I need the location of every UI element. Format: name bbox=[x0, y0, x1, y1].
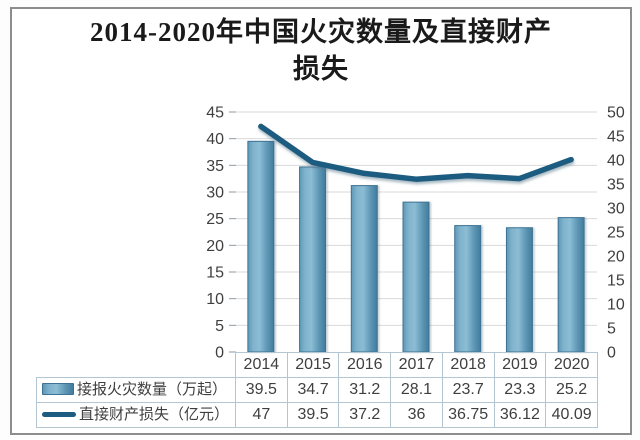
left-axis-tick-label: 0 bbox=[215, 345, 224, 362]
left-axis-tick-label: 10 bbox=[206, 291, 224, 308]
axis-ticks bbox=[229, 111, 236, 353]
bar-swatch-icon bbox=[42, 383, 74, 395]
legend-label: 接报火灾数量（万起） bbox=[77, 381, 228, 398]
table-year-header: 2014 bbox=[235, 352, 288, 378]
table-value-cell: 36.12 bbox=[493, 402, 547, 428]
bar-2019 bbox=[505, 227, 533, 353]
table-value-cell: 39.5 bbox=[235, 377, 288, 403]
bar-2016 bbox=[350, 185, 378, 353]
table-value-cell: 39.5 bbox=[286, 402, 340, 428]
right-axis-tick-label: 40 bbox=[607, 153, 625, 170]
right-axis-tick-label: 0 bbox=[607, 345, 616, 362]
table-year-header: 2015 bbox=[286, 352, 340, 378]
table-value-cell: 37.2 bbox=[338, 402, 392, 428]
line-swatch-icon bbox=[42, 412, 76, 417]
table-year-header: 2020 bbox=[545, 352, 598, 378]
bar-2018 bbox=[454, 225, 482, 353]
legend-cell-property-loss: 直接财产损失（亿元） bbox=[36, 402, 236, 428]
chart-data-table: 2014 2015 2016 2017 2018 2019 2020 接报火灾数量（万起） 39… bbox=[36, 352, 598, 428]
left-axis-tick-label: 35 bbox=[206, 158, 224, 175]
right-axis-tick-label: 5 bbox=[607, 321, 616, 338]
chart-title-line1: 2014-2020年中国火灾数量及直接财产 bbox=[90, 17, 552, 47]
table-value-cell: 34.7 bbox=[286, 377, 340, 403]
bar-2020 bbox=[557, 217, 585, 353]
table-year-header: 2018 bbox=[441, 352, 495, 378]
left-axis-labels: 0 5 10 15 20 25 30 35 40 45 bbox=[206, 105, 224, 362]
chart-title-line2: 损失 bbox=[293, 54, 349, 84]
line-series-property-loss bbox=[258, 123, 574, 182]
table-row: 接报火灾数量（万起） 39.5 34.7 31.2 28.1 23.7 23.3 25.2 bbox=[36, 377, 598, 403]
right-axis-tick-label: 10 bbox=[607, 297, 625, 314]
left-axis-tick-label: 20 bbox=[206, 238, 224, 255]
bar-2015 bbox=[299, 166, 327, 353]
table-value-cell: 31.2 bbox=[338, 377, 392, 403]
chart-title: 2014-2020年中国火灾数量及直接财产 损失 bbox=[10, 14, 632, 88]
left-axis-tick-label: 40 bbox=[206, 131, 224, 148]
right-axis-tick-label: 30 bbox=[607, 201, 625, 218]
legend-label: 直接财产损失（亿元） bbox=[79, 406, 230, 423]
table-value-cell: 40.09 bbox=[545, 402, 598, 428]
bar-2017 bbox=[402, 201, 430, 353]
table-header-row: 2014 2015 2016 2017 2018 2019 2020 bbox=[37, 352, 598, 378]
table-value-cell: 28.1 bbox=[390, 377, 443, 403]
table-year-header: 2019 bbox=[493, 352, 547, 378]
right-axis-tick-label: 20 bbox=[607, 249, 625, 266]
right-axis-labels: 0 5 10 15 20 25 30 35 40 45 50 bbox=[607, 105, 625, 362]
left-axis-tick-label: 5 bbox=[215, 318, 224, 335]
table-value-cell: 47 bbox=[235, 402, 288, 428]
table-year-header: 2017 bbox=[390, 352, 443, 378]
left-axis-tick-label: 30 bbox=[206, 185, 224, 202]
table-value-cell: 23.3 bbox=[493, 377, 547, 403]
left-axis-tick-label: 25 bbox=[206, 211, 224, 228]
table-corner-empty bbox=[37, 353, 236, 378]
right-axis-tick-label: 50 bbox=[607, 105, 625, 122]
bar-2014 bbox=[247, 140, 275, 353]
left-axis-tick-label: 15 bbox=[206, 265, 224, 282]
table-value-cell: 25.2 bbox=[545, 377, 598, 403]
right-axis-tick-label: 15 bbox=[607, 273, 625, 290]
table-row: 直接财产损失（亿元） 47 39.5 37.2 36 36.75 36.12 40.09 bbox=[36, 402, 598, 428]
table-value-cell: 23.7 bbox=[441, 377, 495, 403]
table-value-cell: 36 bbox=[390, 402, 443, 428]
table-value-cell: 36.75 bbox=[441, 402, 495, 428]
table-year-header: 2016 bbox=[338, 352, 392, 378]
right-axis-tick-label: 45 bbox=[607, 129, 625, 146]
left-axis-tick-label: 45 bbox=[206, 105, 224, 122]
legend-cell-fire-count: 接报火灾数量（万起） bbox=[36, 377, 236, 403]
right-axis-tick-label: 35 bbox=[607, 177, 625, 194]
right-axis-tick-label: 25 bbox=[607, 225, 625, 242]
